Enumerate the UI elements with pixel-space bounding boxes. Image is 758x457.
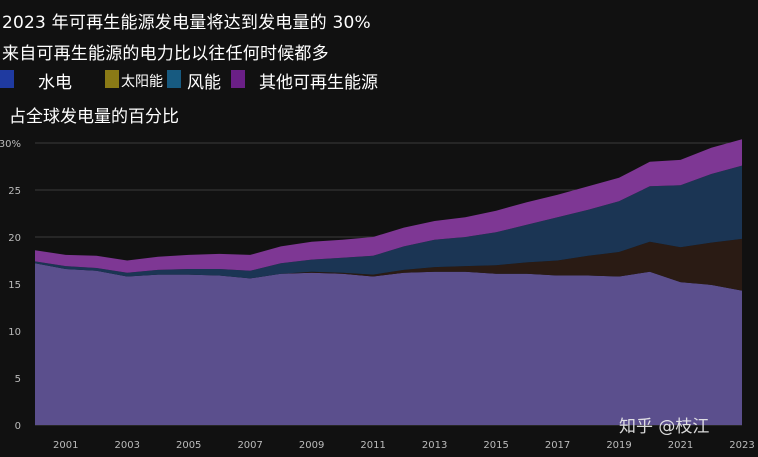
x-tick-label: 2007 [237, 440, 262, 451]
x-tick-label: 2001 [53, 440, 78, 451]
area-solar [35, 238, 742, 291]
legend-label-solar: 太阳能 [121, 74, 163, 90]
x-tick-label: 2005 [176, 440, 201, 451]
x-axis-ticks: 2001 2003 2005 2007 2009 2011 2013 2015 2017 2019… [53, 440, 755, 451]
x-tick-label: 2019 [606, 440, 631, 451]
legend-swatch-wind [167, 70, 181, 88]
x-tick-label: 2009 [299, 440, 324, 451]
x-tick-label: 2015 [483, 440, 508, 451]
chart-subtitle: 占全球发电量的百分比 [9, 107, 179, 127]
x-tick-label: 2021 [668, 440, 693, 451]
area-other [35, 139, 742, 273]
x-tick-label: 2017 [545, 440, 570, 451]
area-hydro [35, 263, 742, 425]
y-tick-label: 0 [15, 421, 21, 432]
y-tick-label: 15 [8, 280, 21, 291]
area-wind [35, 165, 742, 279]
x-tick-label: 2003 [114, 440, 139, 451]
x-tick-label: 2011 [360, 440, 385, 451]
x-tick-label: 2023 [729, 440, 754, 451]
watermark: 知乎 @枝江 [619, 417, 710, 437]
area-series [35, 139, 742, 425]
chart-title-line2: 来自可再生能源的电力比以往任何时候都多 [2, 44, 329, 64]
legend-swatch-other [231, 70, 245, 88]
legend-label-other: 其他可再生能源 [259, 73, 378, 93]
y-tick-label: 5 [15, 374, 21, 385]
legend-label-hydro: 水电 [38, 73, 72, 93]
y-tick-label: 30% [0, 139, 21, 150]
y-tick-label: 20 [8, 233, 21, 244]
legend-swatch-solar [105, 70, 119, 88]
legend-label-wind: 风能 [187, 73, 221, 93]
legend: 水电 太阳能 风能 其他可再生能源 [0, 68, 758, 94]
y-tick-label: 25 [8, 186, 21, 197]
chart-title-line1: 2023 年可再生能源发电量将达到发电量的 30% [2, 13, 371, 33]
legend-swatch-hydro [0, 70, 14, 88]
y-axis-ticks: 0 5 10 15 20 25 30% [0, 139, 21, 432]
x-tick-label: 2013 [422, 440, 447, 451]
y-tick-label: 10 [8, 327, 21, 338]
